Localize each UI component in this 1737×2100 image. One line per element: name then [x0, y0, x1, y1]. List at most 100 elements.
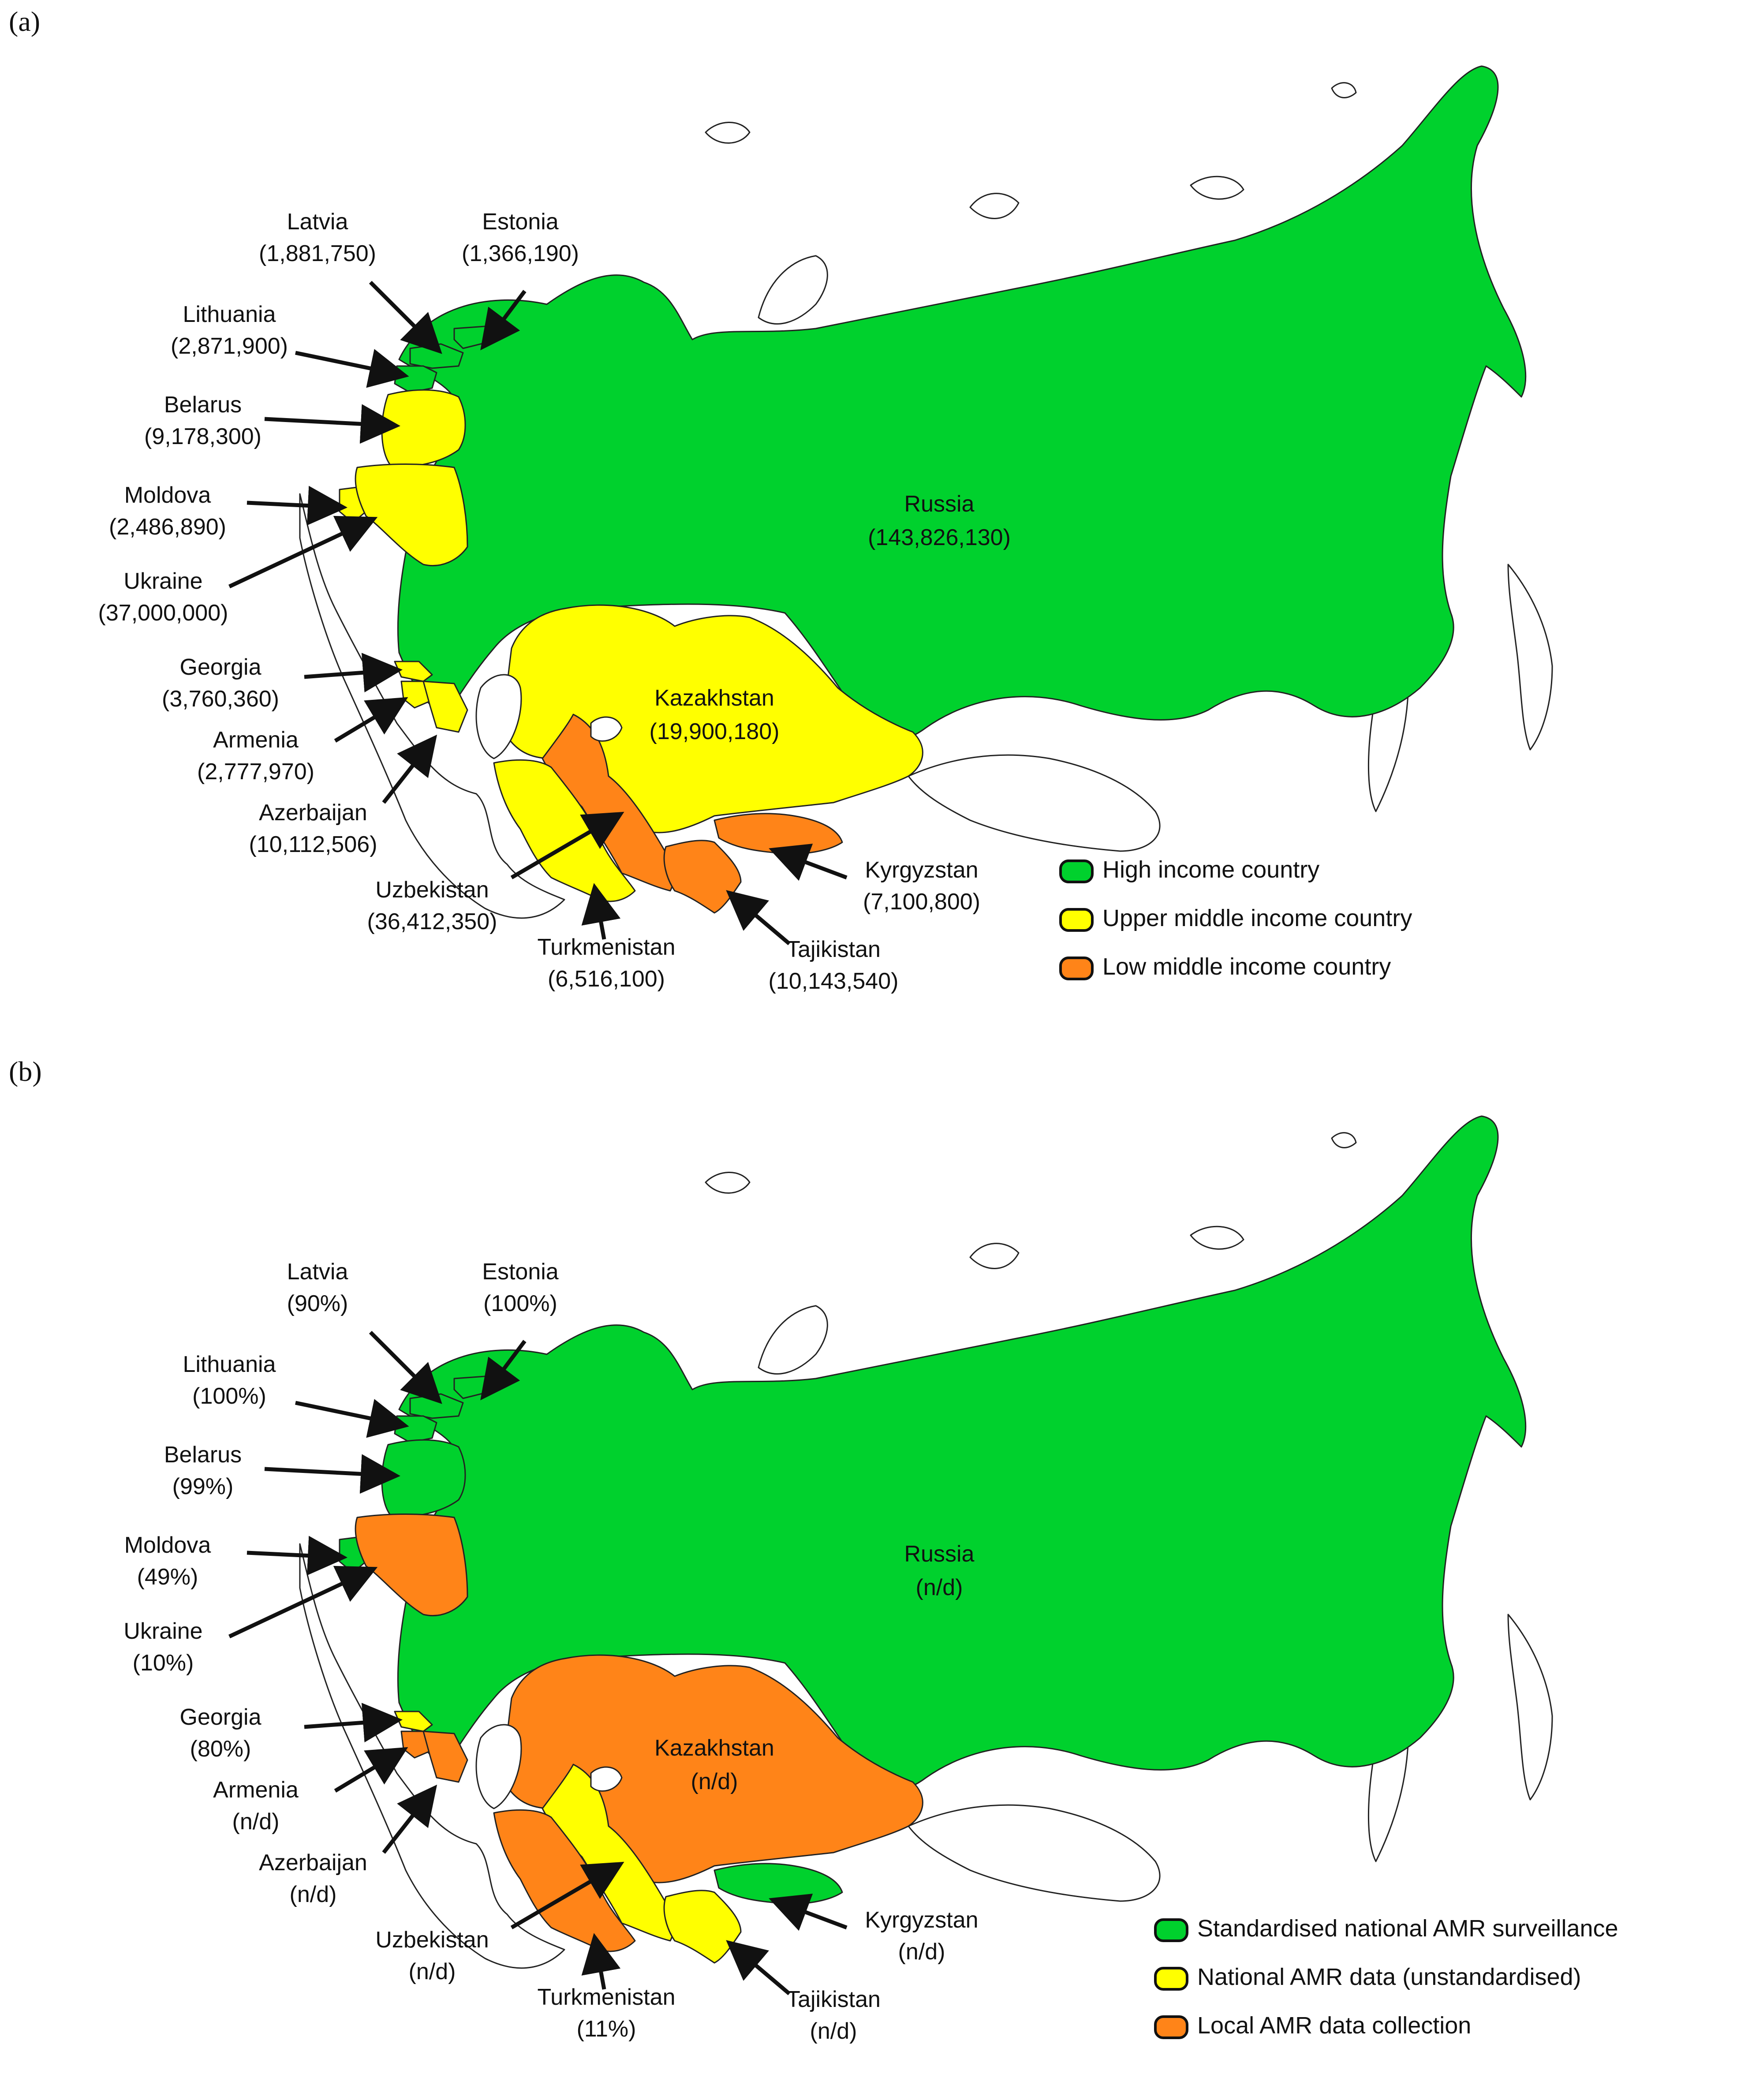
label-ukraine-value: (37,000,000) [98, 600, 228, 626]
neighbor-outline [758, 1305, 828, 1375]
label-kazakhstan-name: Kazakhstan [654, 1735, 774, 1761]
country-ukraine [355, 463, 468, 567]
label-kyrgyzstan-name: Kyrgyzstan [865, 857, 978, 883]
label-turkmenistan-value: (6,516,100) [548, 966, 665, 992]
neighbor-outline [299, 493, 565, 919]
label-lithuania-value: (100%) [192, 1383, 266, 1409]
aral-sea [590, 1766, 623, 1792]
caspian-sea [475, 1724, 522, 1809]
country-turkmenistan [493, 759, 636, 902]
legend-label: Local AMR data collection [1197, 2012, 1471, 2039]
label-russia-name: Russia [904, 1541, 975, 1567]
label-azerbaijan-value: (10,112,506) [249, 832, 377, 857]
legend-swatch-orange [1059, 957, 1094, 980]
arrow-latvia [369, 280, 442, 354]
arrow-azerbaijan [382, 1784, 437, 1854]
aral-sea [590, 716, 623, 742]
label-belarus-name: Belarus [164, 1442, 242, 1468]
arrow-belarus [264, 404, 400, 444]
neighbor-outline [1190, 176, 1244, 200]
country-tajikistan [663, 840, 742, 914]
label-estonia-value: (100%) [483, 1291, 557, 1316]
label-latvia-name: Latvia [287, 1259, 348, 1285]
legend-swatch-green [1154, 1918, 1188, 1942]
neighbor-outline [1331, 82, 1357, 98]
arrow-estonia [480, 290, 527, 351]
label-tajikistan-value: (10,143,540) [769, 968, 899, 994]
arrow-armenia [334, 1747, 408, 1793]
label-georgia-name: Georgia [180, 654, 261, 680]
country-azerbaijan [422, 1730, 468, 1783]
panel-letter: (a) [9, 6, 40, 37]
legend-label: National AMR data (unstandardised) [1197, 1964, 1581, 1990]
label-armenia-name: Armenia [213, 727, 299, 753]
label-azerbaijan-name: Azerbaijan [259, 800, 367, 826]
arrow-latvia [369, 1330, 442, 1404]
label-moldova-value: (2,486,890) [109, 514, 226, 540]
arrow-lithuania [295, 1399, 409, 1438]
country-azerbaijan [422, 680, 468, 733]
country-kyrgyzstan [713, 813, 843, 855]
arrow-tajikistan [726, 1940, 791, 1995]
country-russia [397, 1115, 1527, 1792]
label-azerbaijan-value: (n/d) [290, 1882, 337, 1907]
label-uzbekistan-name: Uzbekistan [375, 1927, 489, 1953]
label-tajikistan-value: (n/d) [810, 2018, 857, 2044]
arrow-moldova [247, 1536, 347, 1576]
legend-label: Standardised national AMR surveillance [1197, 1915, 1618, 1942]
label-uzbekistan-value: (n/d) [409, 1959, 456, 1984]
neighbor-outline [705, 122, 751, 144]
arrow-ukraine [228, 1566, 378, 1639]
label-turkmenistan-value: (11%) [577, 2016, 636, 2042]
arrow-kyrgyzstan [769, 1894, 848, 1931]
country-armenia [400, 680, 431, 709]
country-tajikistan [663, 1890, 742, 1964]
country-turkmenistan [493, 1809, 636, 1952]
label-moldova-name: Moldova [124, 482, 211, 508]
label-armenia-value: (2,777,970) [197, 759, 314, 785]
label-belarus-value: (9,178,300) [144, 424, 261, 449]
label-latvia-name: Latvia [287, 209, 348, 235]
arrow-turkmenistan [581, 1933, 621, 1990]
arrow-ukraine [228, 516, 378, 589]
neighbor-outline [1507, 564, 1553, 751]
label-latvia-value: (90%) [287, 1291, 348, 1316]
caspian-sea [475, 674, 522, 759]
label-azerbaijan-name: Azerbaijan [259, 1850, 367, 1876]
label-lithuania-name: Lithuania [183, 302, 276, 327]
label-kazakhstan-value: (19,900,180) [650, 719, 780, 744]
country-armenia [400, 1730, 431, 1759]
label-georgia-value: (80%) [190, 1736, 251, 1762]
panel-a: (a) Russia (143,826,130) Kazakhstan (19,900,… [9, 6, 1553, 994]
legend-label: Upper middle income country [1102, 905, 1412, 931]
arrow-armenia [334, 697, 408, 743]
label-estonia-name: Estonia [482, 209, 559, 235]
neighbor-outline [1190, 1226, 1244, 1250]
label-belarus-value: (99%) [172, 1474, 234, 1499]
neighbor-outline [908, 754, 1161, 852]
country-russia [397, 65, 1527, 742]
label-moldova-name: Moldova [124, 1532, 211, 1558]
label-georgia-value: (3,760,360) [162, 686, 279, 712]
legend-swatch-orange [1154, 2015, 1188, 2039]
arrow-uzbekistan [510, 1861, 624, 1929]
arrow-belarus [264, 1454, 400, 1494]
panel-letter: (b) [9, 1056, 42, 1087]
neighbor-outline [705, 1172, 751, 1194]
label-lithuania-value: (2,871,900) [171, 333, 288, 359]
label-armenia-value: (n/d) [232, 1809, 280, 1835]
label-georgia-name: Georgia [180, 1704, 261, 1730]
label-tajikistan-name: Tajikistan [786, 937, 881, 962]
neighbor-outline [1507, 1614, 1553, 1801]
label-kyrgyzstan-value: (n/d) [898, 1939, 945, 1965]
arrow-kyrgyzstan [769, 844, 848, 881]
label-latvia-value: (1,881,750) [259, 241, 376, 266]
legend-swatch-yellow [1059, 908, 1094, 932]
country-belarus [381, 1439, 466, 1518]
panel-b: (b) Russia (n/d) Kazakhstan (n/d) Latvia (90%)… [9, 1056, 1618, 2044]
country-belarus [381, 389, 466, 468]
label-uzbekistan-name: Uzbekistan [375, 877, 489, 903]
label-kazakhstan-name: Kazakhstan [654, 685, 774, 711]
label-ukraine-name: Ukraine [123, 1618, 202, 1644]
label-turkmenistan-name: Turkmenistan [537, 1984, 675, 2010]
